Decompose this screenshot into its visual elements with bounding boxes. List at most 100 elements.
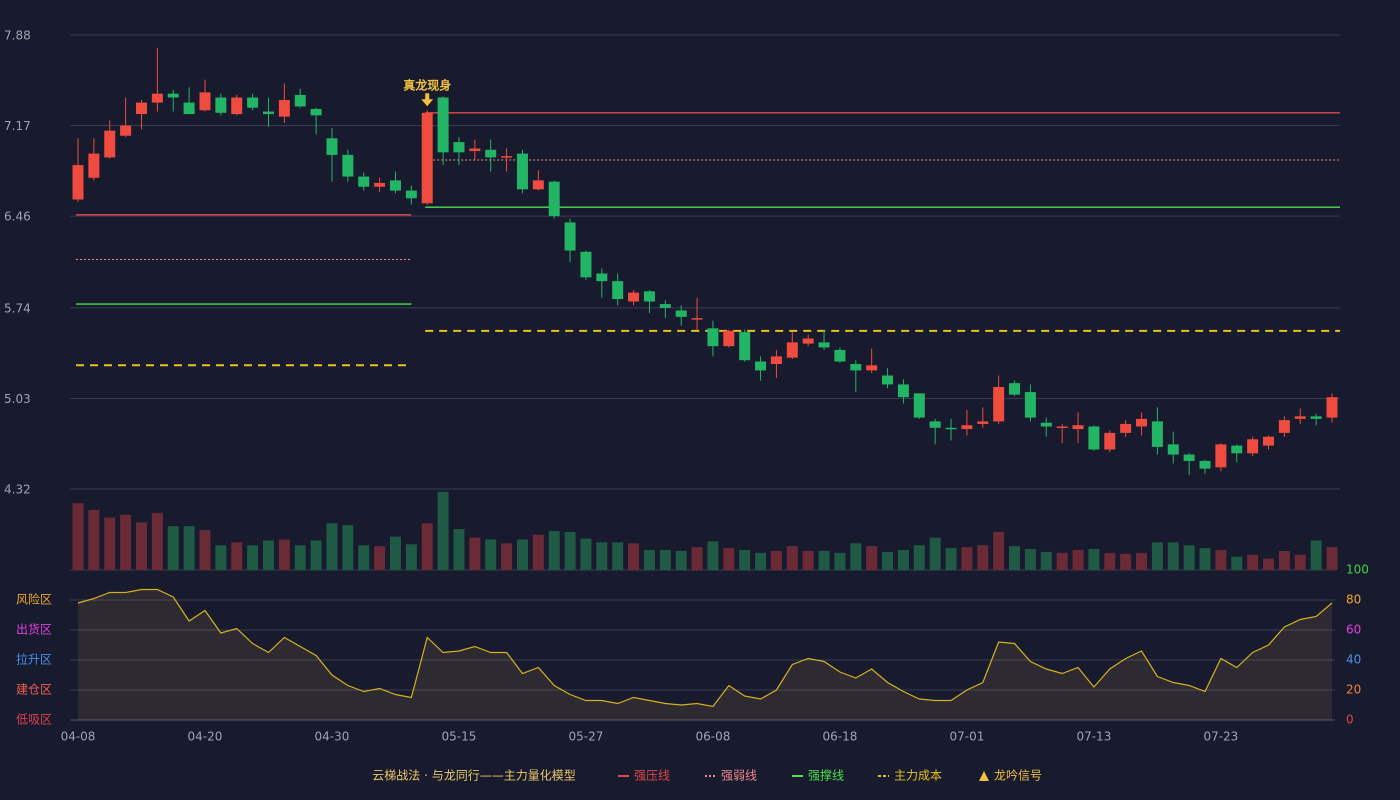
candle-body — [1231, 445, 1243, 454]
volume-bar — [580, 538, 592, 570]
volume-bar — [675, 550, 687, 570]
volume-bar — [88, 509, 100, 570]
candle-body — [278, 100, 290, 117]
volume-bar — [135, 522, 147, 570]
candle-body — [1120, 423, 1132, 433]
volume-bar — [1278, 550, 1290, 570]
y-tick-label: 7.88 — [4, 29, 31, 43]
volume-bar — [707, 541, 719, 570]
y2-tick-label: 100 — [1346, 563, 1369, 577]
volume-bar — [1151, 542, 1163, 570]
x-tick-label: 05-15 — [442, 730, 477, 744]
candle-body — [72, 165, 84, 200]
candle-body — [88, 153, 100, 178]
zone-label: 建仓区 — [16, 683, 52, 697]
volume-bar — [469, 537, 481, 570]
candle-body — [675, 310, 687, 317]
volume-bar — [326, 523, 338, 570]
volume-bar — [850, 543, 862, 570]
candle-body — [643, 291, 655, 302]
candle-body — [802, 338, 814, 344]
x-tick-label: 06-08 — [695, 730, 730, 744]
volume-bar — [643, 549, 655, 570]
candle-body — [215, 97, 227, 113]
volume-bar — [1088, 549, 1100, 570]
candle-body — [231, 97, 243, 115]
x-tick-label: 07-23 — [1203, 730, 1238, 744]
volume-bar — [659, 549, 671, 570]
y-tick-label: 5.74 — [4, 301, 31, 315]
volume-bar — [215, 545, 227, 570]
volume-bar — [247, 545, 259, 570]
volume-bar — [802, 550, 814, 570]
candle-body — [1072, 425, 1084, 430]
candle-body — [596, 273, 608, 282]
volume-bar — [548, 530, 560, 570]
candle-body — [723, 330, 735, 347]
candle-body — [628, 292, 640, 302]
candle-body — [437, 97, 449, 153]
volume-bar — [755, 552, 767, 570]
candle-body — [1104, 432, 1116, 450]
candle-body — [691, 318, 703, 320]
candle-body — [1056, 426, 1068, 429]
legend-label: 强压线 — [634, 769, 670, 783]
candle-body — [421, 112, 433, 204]
volume-bar — [612, 542, 624, 570]
volume-bar — [1120, 553, 1132, 570]
volume-bar — [929, 537, 941, 570]
signal-label: 真龙现身 — [403, 78, 451, 93]
candle-body — [183, 102, 195, 115]
y-tick-label: 7.17 — [4, 119, 31, 133]
candle-body — [580, 251, 592, 278]
volume-bar — [72, 503, 84, 570]
volume-bar — [882, 551, 894, 570]
volume-bar — [1009, 546, 1021, 570]
candle-body — [310, 108, 322, 116]
candle-body — [405, 190, 417, 199]
volume-bar — [453, 529, 465, 570]
candle-body — [1040, 422, 1052, 427]
volume-bar — [358, 545, 370, 570]
volume-bar — [1183, 545, 1195, 570]
volume-bar — [1104, 552, 1116, 570]
candle-body — [501, 156, 513, 158]
y2-tick-label: 80 — [1346, 593, 1361, 607]
candle-body — [770, 356, 782, 365]
volume-bar — [596, 542, 608, 570]
candle-body — [913, 393, 925, 418]
volume-bar — [1136, 552, 1148, 570]
volume-bar — [1072, 549, 1084, 570]
volume-bar — [770, 550, 782, 570]
candle-body — [882, 375, 894, 385]
candle-body — [516, 153, 528, 190]
x-tick-label: 04-20 — [188, 730, 223, 744]
volume-bar — [1294, 554, 1306, 570]
volume-bar — [278, 539, 290, 570]
volume-bar — [739, 549, 751, 570]
candle-body — [977, 421, 989, 424]
y2-tick-label: 60 — [1346, 623, 1361, 637]
legend-title: 云梯战法 · 与龙同行——主力量化模型 — [372, 769, 575, 783]
volume-bar — [485, 539, 497, 570]
volume-bar — [1247, 554, 1259, 570]
volume-bar — [1040, 551, 1052, 570]
candle-body — [1326, 397, 1338, 418]
oscillator-area — [78, 589, 1332, 720]
candle-body — [961, 425, 973, 430]
volume-bar — [1167, 542, 1179, 570]
candle-body — [1183, 454, 1195, 461]
candle-body — [1199, 460, 1211, 469]
volume-bar — [532, 534, 544, 570]
volume-bar — [167, 526, 179, 570]
volume-bar — [866, 546, 878, 570]
candle-body — [167, 93, 179, 98]
volume-bar — [913, 545, 925, 570]
x-tick-label: 04-30 — [315, 730, 350, 744]
candle-body — [120, 125, 132, 136]
volume-bar — [691, 547, 703, 570]
volume-bar — [945, 548, 957, 570]
volume-bar — [723, 548, 735, 570]
